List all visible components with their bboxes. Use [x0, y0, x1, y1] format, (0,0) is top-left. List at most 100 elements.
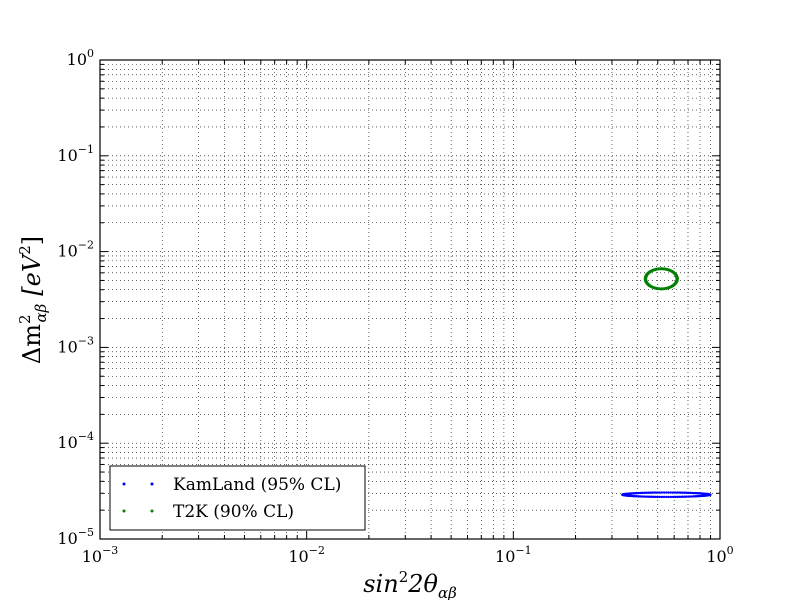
data-point	[677, 491, 681, 494]
data-point	[675, 495, 679, 498]
data-point	[681, 495, 685, 498]
data-point	[689, 495, 692, 498]
data-point	[652, 491, 655, 494]
x-tick-label: 100	[706, 544, 733, 566]
data-point	[648, 491, 651, 494]
data-point	[687, 495, 690, 498]
data-point	[636, 495, 639, 498]
data-point	[648, 495, 651, 498]
data-point	[646, 495, 649, 498]
y-tick-label: 10−4	[57, 430, 94, 452]
data-point	[694, 492, 697, 495]
data-point	[641, 491, 644, 495]
data-point	[646, 491, 649, 494]
data-point	[660, 495, 664, 498]
y-tick-label: 10−2	[57, 239, 94, 261]
data-point	[665, 491, 668, 494]
data-point	[687, 491, 690, 495]
data-point	[691, 495, 694, 498]
data-point	[683, 491, 687, 494]
data-point	[683, 495, 687, 498]
data-point	[652, 495, 655, 498]
series-kamland	[621, 491, 712, 499]
data-point	[637, 495, 641, 498]
y-tick-label: 10−3	[57, 334, 94, 356]
y-tick-labels: 10−5 10−4 10−3 10−2 10−1 100	[57, 47, 94, 548]
data-point	[667, 491, 670, 494]
legend-marker	[150, 482, 154, 486]
data-point	[639, 491, 642, 495]
data-point	[644, 495, 647, 498]
y-axis-label-unit-sup: 2	[16, 245, 34, 255]
data-point	[642, 495, 646, 498]
legend-box	[109, 465, 366, 531]
plot-frame	[99, 59, 721, 540]
grid-layer	[100, 60, 720, 539]
legend-marker	[122, 509, 126, 513]
data-point	[671, 495, 674, 498]
data-point	[654, 491, 657, 494]
x-axis-label-sub: αβ	[438, 584, 457, 600]
data-point	[689, 491, 692, 495]
data-point	[669, 491, 672, 494]
x-axis-label-sup: 2	[399, 568, 409, 586]
data-point	[709, 493, 712, 496]
data-point	[677, 495, 681, 498]
data-point	[637, 492, 641, 495]
data-point	[663, 495, 666, 498]
x-tick-label: 10−2	[288, 544, 325, 566]
y-tick-label: 10−1	[57, 143, 94, 165]
data-point	[650, 495, 653, 498]
tick-layer	[99, 60, 720, 540]
data-point	[669, 495, 672, 498]
data-point	[685, 495, 688, 498]
legend-marker	[150, 509, 154, 513]
legend-entries: KamLand (95% CL) T2K (90% CL)	[122, 475, 341, 522]
data-point	[685, 491, 688, 494]
data-point	[658, 495, 662, 498]
data-point	[644, 491, 647, 494]
data-point	[675, 278, 678, 281]
data-point	[665, 495, 668, 498]
x-tick-label: 10−1	[495, 544, 532, 566]
x-axis-label-rest: 2θ	[407, 570, 438, 598]
data-point	[692, 495, 695, 498]
y-axis-label-unit: [eV	[18, 252, 46, 296]
x-tick-label: 10−3	[82, 544, 119, 566]
y-tick-label: 100	[67, 47, 94, 69]
y-axis-label-sub: αβ	[32, 303, 50, 322]
data-point	[692, 492, 695, 495]
data-layer	[621, 267, 712, 499]
data-point	[673, 495, 676, 498]
data-point	[658, 491, 662, 494]
legend-marker	[122, 482, 126, 486]
data-point	[679, 495, 683, 498]
y-axis-label-sup: 2	[16, 315, 34, 325]
data-point	[681, 491, 685, 494]
x-tick-labels: 10−3 10−2 10−1 100	[82, 544, 734, 566]
y-axis-label-unit-close: ]	[18, 236, 46, 245]
data-point	[671, 491, 674, 494]
data-point	[706, 493, 709, 496]
data-point	[642, 491, 646, 495]
data-point	[641, 495, 644, 498]
data-point	[663, 491, 666, 494]
y-tick-label: 10−5	[57, 526, 94, 548]
legend-label: T2K (90% CL)	[173, 502, 294, 522]
data-point	[679, 491, 683, 494]
data-point	[667, 495, 670, 498]
data-point	[673, 491, 676, 494]
data-point	[654, 495, 657, 498]
data-point	[650, 491, 653, 494]
data-point	[691, 491, 694, 495]
data-point	[656, 491, 659, 494]
data-point	[639, 495, 642, 498]
data-point	[656, 495, 659, 498]
legend-label: KamLand (95% CL)	[173, 475, 341, 495]
y-axis-label: Δm2αβ[eV2]	[16, 236, 50, 364]
legend: KamLand (95% CL) T2K (90% CL)	[109, 465, 366, 531]
data-point	[675, 491, 679, 494]
x-axis-label: sin22θαβ	[363, 568, 457, 600]
